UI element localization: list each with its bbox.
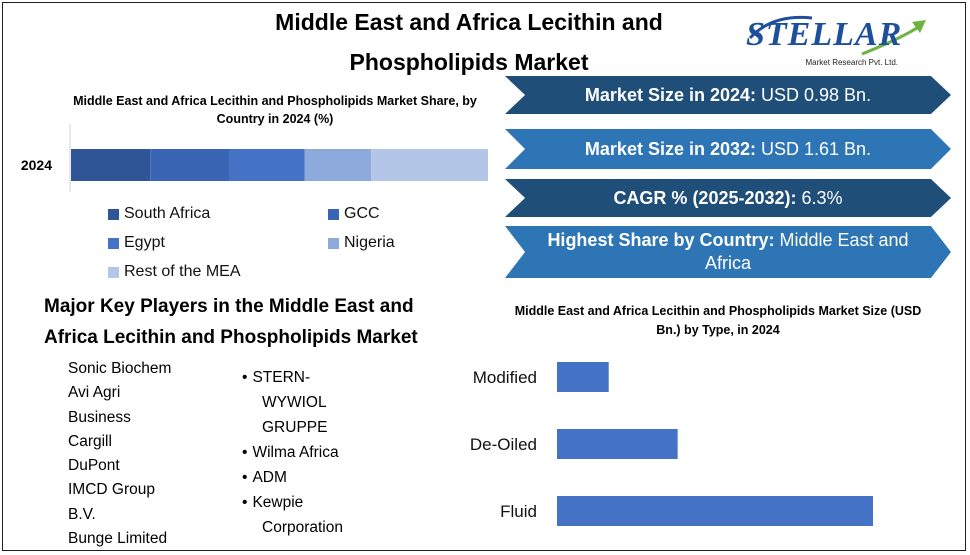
info-banner-text: CAGR % (2025-2032): 6.3% [613, 187, 842, 210]
key-player-item: Cargill [68, 432, 112, 450]
key-player-item: Sonic Biochem [68, 360, 172, 377]
info-banner-value: 6.3% [796, 187, 843, 208]
country-share-chart-title: Middle East and Africa Lecithin and Phos… [73, 94, 477, 126]
key-player-item: STERN- [242, 365, 442, 390]
legend-item-gcc: GCC [328, 203, 448, 225]
key-player-item: Avi Agri [68, 384, 121, 402]
info-banner-label: CAGR % (2025-2032): [613, 187, 797, 208]
info-banner-2: Market Size in 2032: USD 1.61 Bn. [505, 129, 951, 169]
category-label-de-oiled: De-Oiled [470, 435, 537, 454]
legend-swatch [328, 208, 339, 220]
info-banner-label: Market Size in 2032: [584, 138, 757, 159]
key-player-item: DuPont [68, 457, 120, 475]
legend-item-south-africa: South Africa [108, 203, 328, 225]
info-banner-label: Market Size in 2024: [584, 84, 757, 105]
bar-fluid [557, 496, 873, 526]
bar-segment-rest-of-the-mea [371, 149, 488, 181]
key-player-item: B.V. [68, 505, 96, 523]
legend-swatch [108, 237, 119, 249]
stellar-logo: STELLAR Market Research Pvt. Ltd. [742, 8, 942, 70]
key-players-column-2: STERN- WYWIOL GRUPPE Wilma AfricaADMKewpie C… [242, 365, 442, 540]
key-player-item: ADM [242, 465, 442, 490]
key-player-item: Kewpie [242, 490, 442, 515]
logo-subtitle: Market Research Pvt. Ltd. [805, 58, 898, 67]
category-label-modified: Modified [473, 368, 537, 387]
key-player-item: Wilma Africa [242, 440, 442, 465]
logo-swoosh-icon [748, 15, 926, 56]
legend-item-egypt: Egypt [108, 232, 328, 254]
info-banner-3: CAGR % (2025-2032): 6.3% [505, 179, 951, 217]
info-banner-value: USD 1.61 Bn. [756, 138, 872, 159]
bar-segment-egypt [229, 149, 305, 181]
legend-swatch [108, 266, 119, 278]
legend-item-rest-of-the-mea: Rest of the MEA [108, 261, 328, 283]
bar-de-oiled [557, 429, 678, 459]
key-player-item: IMCD Group [68, 481, 155, 499]
bar-modified [557, 362, 609, 392]
legend-label: Nigeria [344, 234, 395, 251]
page-title: Middle East and Africa Lecithin and Phos… [275, 9, 663, 75]
key-player-item: WYWIOL [262, 394, 327, 411]
country-share-category-label: 2024 [21, 157, 52, 173]
legend-swatch [108, 208, 119, 220]
category-label-fluid: Fluid [500, 502, 537, 521]
info-banner-label: Highest Share by Country: [547, 230, 775, 250]
legend-label: Egypt [124, 234, 165, 251]
key-player-item: Business [68, 408, 131, 426]
key-players-title: Major Key Players in the Middle East and… [44, 296, 418, 348]
info-banner-text: Highest Share by Country: Middle East an… [535, 229, 921, 275]
legend-swatch [328, 237, 339, 249]
country-share-legend: South Africa GCC Egypt Nigeria Rest of the M… [108, 203, 438, 283]
logo-wordmark: STELLAR [746, 16, 903, 53]
legend-label: Rest of the MEA [124, 263, 241, 280]
key-player-item: Bunge Limited [68, 530, 168, 548]
info-banner-text: Market Size in 2024: USD 0.98 Bn. [585, 84, 871, 107]
key-players-column-1: Sonic Biochem Avi Agri Business Cargill DuPo… [68, 357, 228, 551]
info-banner-text: Market Size in 2032: USD 1.61 Bn. [585, 138, 871, 161]
info-banner-4: Highest Share by Country: Middle East an… [505, 226, 951, 278]
country-share-chart: 2024 [21, 124, 488, 192]
type-size-chart: Modified De-Oiled Fluid [470, 362, 873, 526]
bar-segment-gcc [150, 149, 230, 181]
info-banner-1: Market Size in 2024: USD 0.98 Bn. [505, 76, 951, 114]
key-player-item: GRUPPE [262, 419, 328, 436]
info-banner-value: USD 0.98 Bn. [756, 84, 872, 105]
legend-label: GCC [344, 205, 380, 222]
bar-segment-south-africa [71, 149, 151, 181]
type-size-chart-title: Middle East and Africa Lecithin and Phos… [514, 304, 922, 337]
key-player-item: Corporation [262, 519, 343, 536]
info-banner-value: Middle East and Africa [704, 230, 909, 273]
legend-item-nigeria: Nigeria [328, 232, 448, 254]
legend-label: South Africa [124, 205, 211, 222]
bar-segment-nigeria [304, 149, 372, 181]
